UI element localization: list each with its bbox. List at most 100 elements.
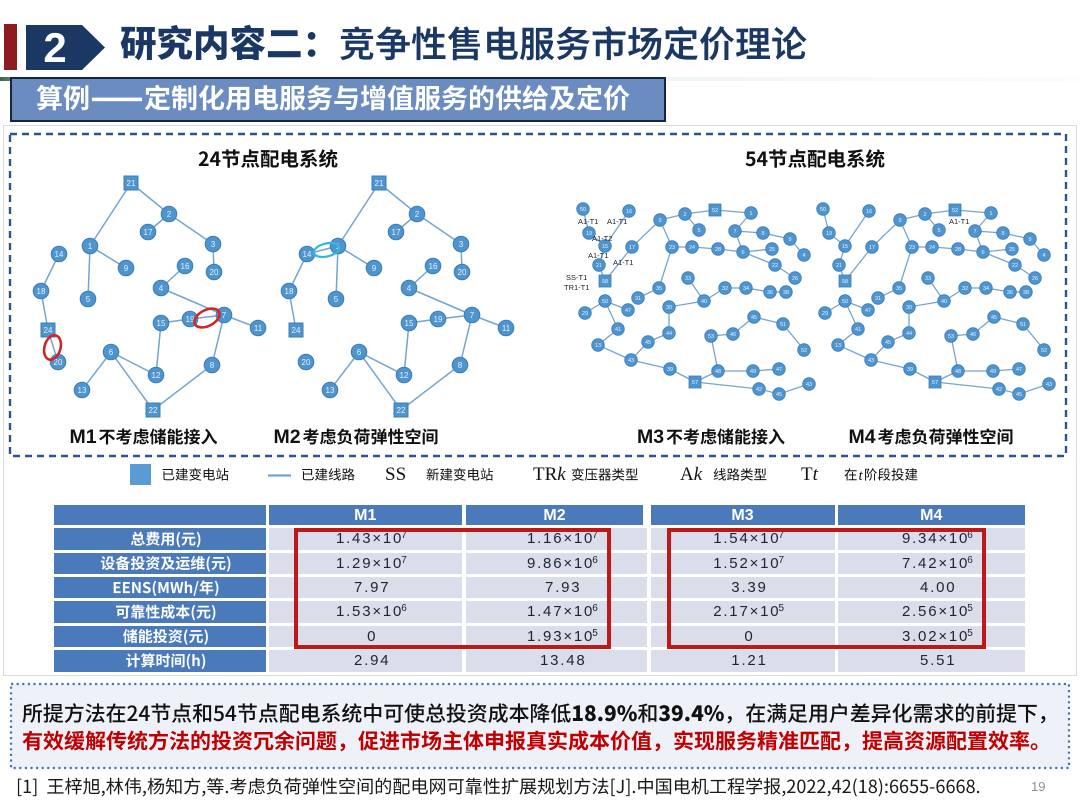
svg-text:3: 3 bbox=[459, 240, 464, 249]
svg-text:43: 43 bbox=[1046, 382, 1052, 388]
svg-text:21: 21 bbox=[375, 179, 384, 188]
svg-text:18: 18 bbox=[37, 287, 46, 296]
svg-text:13: 13 bbox=[835, 343, 841, 349]
svg-text:32: 32 bbox=[962, 286, 968, 292]
svg-text:33: 33 bbox=[685, 276, 691, 282]
svg-text:3: 3 bbox=[898, 218, 901, 224]
svg-text:52: 52 bbox=[952, 208, 958, 214]
svg-text:19: 19 bbox=[586, 231, 592, 237]
svg-text:13: 13 bbox=[595, 343, 601, 349]
svg-text:9: 9 bbox=[1028, 237, 1031, 243]
svg-text:3: 3 bbox=[658, 218, 661, 224]
svg-text:9: 9 bbox=[372, 264, 377, 273]
svg-text:36: 36 bbox=[1007, 290, 1013, 296]
svg-text:A1-T1: A1-T1 bbox=[613, 258, 633, 267]
svg-text:45: 45 bbox=[751, 315, 757, 321]
svg-text:7: 7 bbox=[470, 311, 475, 320]
svg-text:45: 45 bbox=[645, 340, 651, 346]
svg-text:2: 2 bbox=[923, 212, 926, 218]
svg-text:17: 17 bbox=[144, 228, 153, 237]
svg-text:24: 24 bbox=[929, 245, 935, 251]
svg-text:SS: SS bbox=[385, 464, 406, 485]
svg-text:52: 52 bbox=[1041, 348, 1047, 354]
svg-text:42: 42 bbox=[996, 387, 1002, 393]
svg-text:4: 4 bbox=[802, 253, 805, 259]
svg-text:45: 45 bbox=[776, 392, 782, 398]
svg-text:4: 4 bbox=[407, 284, 412, 293]
svg-text:15: 15 bbox=[157, 319, 166, 328]
svg-text:19: 19 bbox=[186, 315, 195, 324]
svg-text:5: 5 bbox=[86, 295, 91, 304]
svg-text:16: 16 bbox=[429, 262, 438, 271]
svg-text:12: 12 bbox=[400, 371, 409, 380]
svg-text:28: 28 bbox=[715, 247, 721, 253]
svg-text:7: 7 bbox=[222, 311, 227, 320]
svg-text:47: 47 bbox=[625, 308, 631, 314]
svg-text:50: 50 bbox=[580, 207, 586, 213]
svg-text:44: 44 bbox=[666, 331, 672, 337]
svg-text:28: 28 bbox=[955, 247, 961, 253]
svg-text:24: 24 bbox=[44, 326, 53, 335]
svg-text:TR1-T1: TR1-T1 bbox=[564, 283, 589, 292]
svg-text:45: 45 bbox=[885, 340, 891, 346]
svg-text:38: 38 bbox=[1023, 290, 1029, 296]
svg-text:7: 7 bbox=[973, 229, 976, 235]
svg-text:SS-T1: SS-T1 bbox=[566, 273, 587, 282]
svg-text:1: 1 bbox=[989, 211, 992, 217]
svg-text:53: 53 bbox=[708, 334, 714, 340]
svg-text:58: 58 bbox=[842, 279, 848, 285]
svg-text:47: 47 bbox=[865, 308, 871, 314]
svg-text:23: 23 bbox=[669, 245, 675, 251]
svg-text:19: 19 bbox=[826, 231, 832, 237]
svg-text:49: 49 bbox=[750, 369, 756, 375]
svg-text:19: 19 bbox=[434, 315, 443, 324]
svg-text:A1-T1: A1-T1 bbox=[607, 217, 627, 226]
svg-text:16: 16 bbox=[866, 209, 872, 215]
svg-text:9: 9 bbox=[788, 237, 791, 243]
svg-text:6: 6 bbox=[981, 250, 984, 256]
svg-text:43: 43 bbox=[806, 382, 812, 388]
svg-text:29: 29 bbox=[582, 311, 588, 317]
svg-text:3: 3 bbox=[211, 240, 216, 249]
svg-text:30: 30 bbox=[906, 305, 912, 311]
svg-text:8: 8 bbox=[458, 361, 463, 370]
svg-text:M4: M4 bbox=[849, 426, 876, 448]
svg-text:50: 50 bbox=[842, 299, 848, 305]
svg-text:24: 24 bbox=[689, 245, 695, 251]
svg-text:43: 43 bbox=[628, 358, 634, 364]
svg-text:22: 22 bbox=[149, 406, 158, 415]
svg-text:2: 2 bbox=[43, 24, 66, 71]
svg-text:17: 17 bbox=[392, 228, 401, 237]
svg-text:46: 46 bbox=[970, 332, 976, 338]
svg-text:33: 33 bbox=[925, 276, 931, 282]
svg-text:31: 31 bbox=[635, 296, 641, 302]
svg-text:7: 7 bbox=[733, 229, 736, 235]
svg-text:34: 34 bbox=[743, 286, 749, 292]
svg-text:4: 4 bbox=[159, 284, 164, 293]
svg-text:58: 58 bbox=[602, 279, 608, 285]
svg-text:17: 17 bbox=[869, 245, 875, 251]
svg-text:45: 45 bbox=[1016, 392, 1022, 398]
svg-text:30: 30 bbox=[666, 305, 672, 311]
svg-text:47: 47 bbox=[1016, 367, 1022, 373]
svg-text:t: t bbox=[859, 468, 864, 484]
svg-text:5: 5 bbox=[697, 228, 700, 234]
svg-text:12: 12 bbox=[152, 371, 161, 380]
svg-text:22: 22 bbox=[397, 406, 406, 415]
svg-text:49: 49 bbox=[990, 369, 996, 375]
svg-text:5: 5 bbox=[334, 295, 339, 304]
svg-text:42: 42 bbox=[756, 387, 762, 393]
svg-text:2: 2 bbox=[167, 210, 172, 219]
svg-text:6: 6 bbox=[741, 250, 744, 256]
svg-text:36: 36 bbox=[767, 290, 773, 296]
svg-text:8: 8 bbox=[761, 231, 764, 237]
svg-text:38: 38 bbox=[783, 290, 789, 296]
svg-text:29: 29 bbox=[822, 311, 828, 317]
svg-text:21: 21 bbox=[836, 263, 842, 269]
svg-text:50: 50 bbox=[602, 299, 608, 305]
svg-text:8: 8 bbox=[1001, 231, 1004, 237]
svg-text:A1-T1: A1-T1 bbox=[588, 251, 608, 260]
svg-text:21: 21 bbox=[127, 179, 136, 188]
svg-text:23: 23 bbox=[909, 245, 915, 251]
svg-text:51: 51 bbox=[1020, 322, 1026, 328]
